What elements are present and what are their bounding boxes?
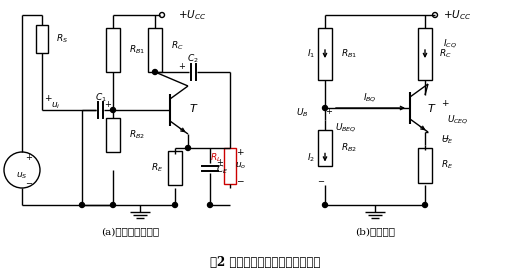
Circle shape <box>110 108 116 113</box>
Text: $-$: $-$ <box>317 176 325 184</box>
Bar <box>106 28 120 72</box>
Text: $I_2$: $I_2$ <box>307 151 315 164</box>
Text: $+$: $+$ <box>43 93 52 103</box>
Text: $+$: $+$ <box>25 152 33 162</box>
Circle shape <box>208 202 213 207</box>
Circle shape <box>110 202 116 207</box>
Text: $u_S$: $u_S$ <box>16 171 28 181</box>
Text: $-$: $-$ <box>440 133 449 142</box>
Text: $U_{BEQ}$: $U_{BEQ}$ <box>335 121 357 134</box>
Text: $I_1$: $I_1$ <box>307 48 315 60</box>
Bar <box>36 25 48 53</box>
Text: $T$: $T$ <box>427 102 437 114</box>
Text: $R_{B2}$: $R_{B2}$ <box>341 142 357 154</box>
Text: $I_{BQ}$: $I_{BQ}$ <box>363 91 376 105</box>
Text: $R_C$: $R_C$ <box>439 48 452 60</box>
Text: $U_E$: $U_E$ <box>441 134 454 146</box>
Text: $-$: $-$ <box>236 175 244 185</box>
Bar <box>106 118 120 152</box>
Text: (a)分压式偏置电路: (a)分压式偏置电路 <box>101 227 159 237</box>
Text: $+$: $+$ <box>178 61 186 71</box>
Bar <box>318 28 332 80</box>
Text: $R_{B2}$: $R_{B2}$ <box>129 129 145 141</box>
Text: $R_{B1}$: $R_{B1}$ <box>129 44 145 56</box>
Text: $R_E$: $R_E$ <box>441 159 453 171</box>
Text: $+U_{CC}$: $+U_{CC}$ <box>443 8 471 22</box>
Circle shape <box>322 105 328 110</box>
Text: $R_S$: $R_S$ <box>56 33 68 45</box>
Bar <box>148 28 162 72</box>
Circle shape <box>322 202 328 207</box>
Bar <box>318 130 332 166</box>
Text: $+$: $+$ <box>216 157 224 167</box>
Bar <box>418 28 432 80</box>
Text: $I_{CQ}$: $I_{CQ}$ <box>443 38 457 50</box>
Text: $+$: $+$ <box>325 106 333 116</box>
Bar <box>168 151 182 185</box>
Text: $U_{CEQ}$: $U_{CEQ}$ <box>447 114 469 126</box>
Text: $C_2$: $C_2$ <box>187 53 199 65</box>
Text: $-$: $-$ <box>25 178 33 186</box>
Text: $U_B$: $U_B$ <box>296 107 309 119</box>
Circle shape <box>422 202 428 207</box>
Text: $C_E$: $C_E$ <box>216 164 228 176</box>
Bar <box>224 148 236 184</box>
Circle shape <box>153 70 157 75</box>
Text: $R_L$: $R_L$ <box>210 152 222 164</box>
Text: $u_i$: $u_i$ <box>51 101 61 111</box>
Text: $C_1$: $C_1$ <box>95 92 107 104</box>
Text: (b)直流通道: (b)直流通道 <box>355 227 395 237</box>
Text: $R_{B1}$: $R_{B1}$ <box>341 48 357 60</box>
Text: $+$: $+$ <box>441 98 449 108</box>
Text: $+$: $+$ <box>104 99 112 109</box>
Bar <box>418 148 432 182</box>
Circle shape <box>80 202 84 207</box>
Text: $T$: $T$ <box>189 102 199 114</box>
Text: $R_C$: $R_C$ <box>171 40 184 52</box>
Text: $R_E$: $R_E$ <box>151 162 163 174</box>
Text: 图2 分压式偏置电路及其直流通道: 图2 分压式偏置电路及其直流通道 <box>210 257 320 269</box>
Circle shape <box>186 145 190 150</box>
Text: $+$: $+$ <box>236 147 244 157</box>
Text: $+U_{CC}$: $+U_{CC}$ <box>178 8 206 22</box>
Circle shape <box>172 202 178 207</box>
Text: $u_o$: $u_o$ <box>235 161 246 171</box>
